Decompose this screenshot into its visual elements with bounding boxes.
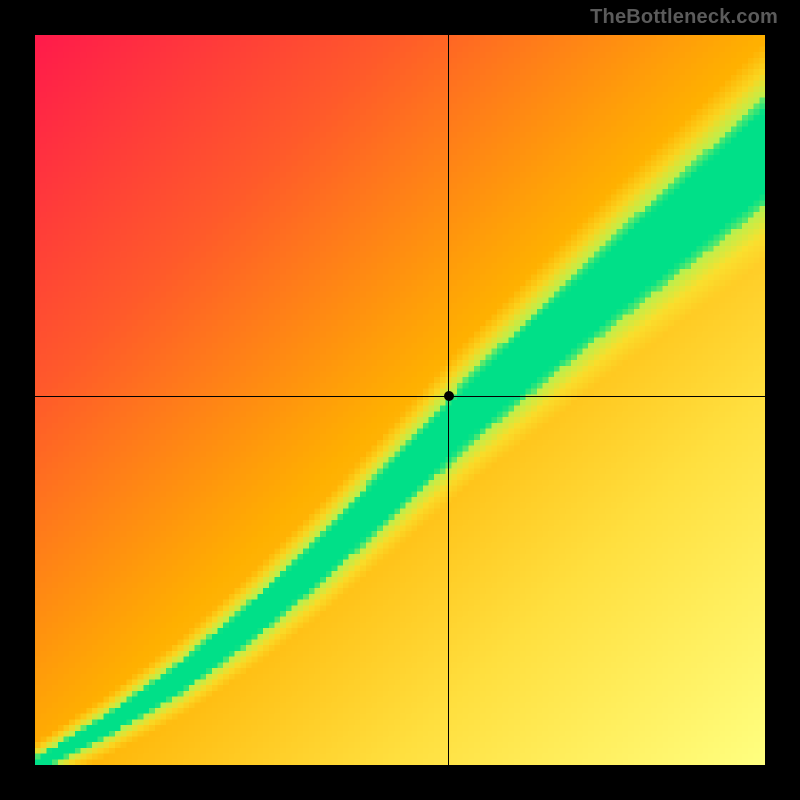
crosshair-horizontal-line xyxy=(35,396,765,397)
bottleneck-heatmap-plot xyxy=(35,35,765,765)
selection-marker-dot xyxy=(444,391,454,401)
watermark-label: TheBottleneck.com xyxy=(590,6,778,29)
heatmap-canvas xyxy=(35,35,765,765)
